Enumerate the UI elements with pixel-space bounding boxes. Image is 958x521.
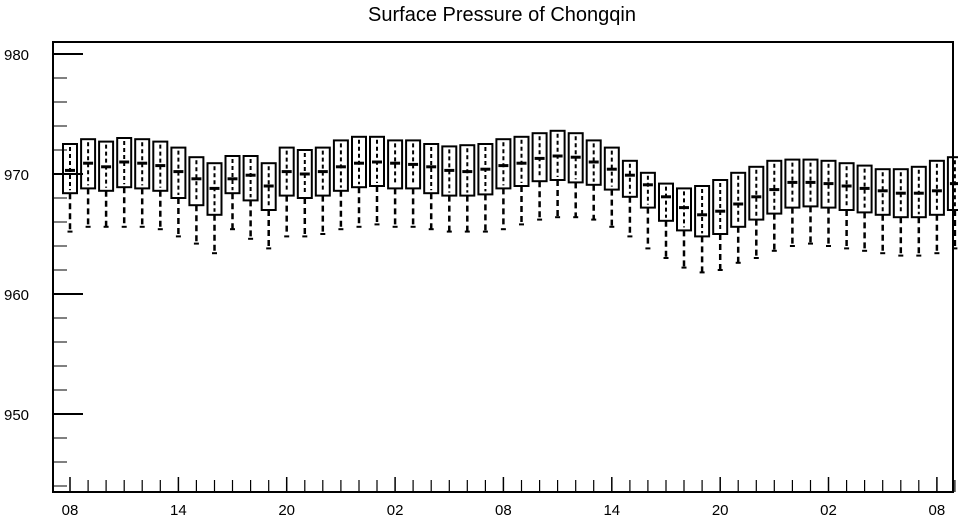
x-tick-label: 14: [170, 502, 187, 519]
box-hour-12: [278, 146, 295, 238]
box-hour-17: [369, 135, 385, 226]
box-hour-1: [80, 138, 97, 228]
box-hour-19: [405, 139, 422, 228]
box-hour-43: [838, 162, 855, 250]
box-hour-36: [712, 179, 729, 271]
box-hour-14: [314, 146, 331, 235]
box-hour-9: [224, 155, 241, 231]
box-hour-22: [459, 144, 476, 233]
x-tick-label: 08: [62, 502, 79, 519]
x-tick-label: 02: [387, 502, 404, 519]
box-hour-18: [387, 139, 404, 228]
box-hour-34: [676, 187, 692, 269]
box-hour-25: [513, 135, 530, 226]
box-hour-24: [495, 138, 512, 231]
box-hour-8: [206, 162, 223, 255]
box-hour-47: [910, 165, 927, 257]
box-hour-5: [152, 140, 169, 231]
box-hour-40: [784, 158, 801, 247]
box-hour-42: [820, 159, 837, 247]
x-tick-label: 20: [278, 502, 295, 519]
box-hour-41: [802, 158, 819, 245]
box-hour-48: [928, 159, 945, 255]
box-hour-11: [260, 162, 277, 250]
x-tick-label: 02: [820, 502, 837, 519]
y-tick-label: 960: [4, 287, 29, 304]
axes-layer: [52, 41, 954, 493]
box-hour-20: [423, 143, 440, 231]
box-hour-29: [585, 139, 602, 221]
box-hour-27: [549, 129, 566, 219]
boxes-layer: [62, 129, 958, 274]
box-hour-38: [748, 165, 765, 259]
box-hour-2: [98, 140, 115, 228]
box-hour-16: [351, 135, 367, 228]
box-hour-23: [477, 143, 494, 233]
ticks-layer: 950 960 970 980 08 14 20 02 08 14 20 02 08: [4, 47, 956, 519]
box-hour-35: [694, 185, 711, 274]
plot-frame: [52, 41, 954, 493]
box-hour-45: [874, 168, 891, 255]
box-hour-6: [170, 146, 187, 238]
box-hour-26: [531, 132, 548, 221]
x-tick-label: 20: [712, 502, 729, 519]
box-hour-39: [766, 159, 783, 252]
box-hour-32: [639, 171, 656, 250]
box-hour-44: [856, 164, 873, 252]
box-hour-31: [621, 159, 638, 238]
box-hour-30: [603, 146, 620, 228]
y-tick-label: 970: [4, 167, 29, 184]
box-hour-13: [296, 149, 313, 238]
x-tick-label: 08: [495, 502, 512, 519]
iqr-box: [242, 155, 259, 202]
box-hour-0: [62, 143, 78, 233]
box-hour-33: [658, 182, 674, 259]
x-tick-label: 14: [603, 502, 620, 519]
box-hour-21: [441, 145, 458, 233]
box-hour-46: [892, 168, 909, 257]
box-hour-7: [188, 156, 205, 245]
chart-title: Surface Pressure of Chongqin: [368, 4, 636, 26]
x-tick-label: 08: [929, 502, 946, 519]
box-hour-10: [242, 155, 259, 240]
box-hour-4: [134, 138, 151, 228]
box-hour-28: [567, 132, 584, 219]
box-hour-3: [116, 137, 133, 228]
box-hour-15: [332, 139, 349, 231]
box-hour-37: [730, 171, 747, 264]
y-tick-label: 950: [4, 407, 29, 424]
y-tick-label: 980: [4, 47, 29, 64]
